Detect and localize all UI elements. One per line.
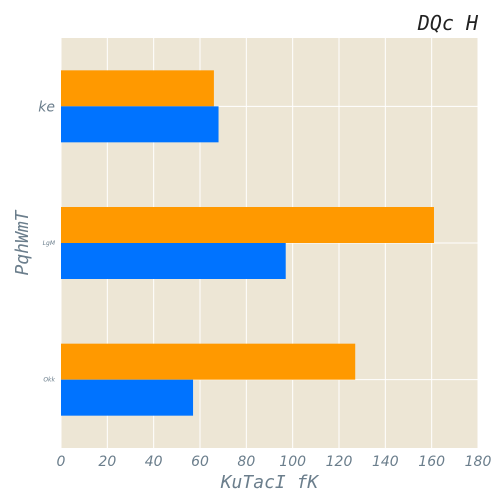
y-axis-ticks: ke LgM Okk	[38, 99, 56, 383]
bar-series-1-LgM	[61, 207, 434, 243]
x-tick-label: 160	[418, 454, 445, 470]
x-tick-label: 0	[57, 454, 66, 470]
y-tick-label: Okk	[43, 377, 55, 384]
x-tick-label: 180	[465, 454, 492, 470]
x-tick-label: 40	[145, 454, 163, 470]
x-tick-label: 60	[191, 454, 209, 470]
bars	[61, 70, 434, 416]
x-tick-label: 80	[237, 454, 255, 470]
y-tick-label: LgM	[43, 240, 56, 247]
x-tick-label: 120	[326, 454, 353, 470]
x-axis-ticks: 0 20 40 60 80 100 120 140 160 180	[57, 454, 492, 470]
x-tick-label: 100	[279, 454, 306, 470]
bar-series-1-Okk	[61, 343, 356, 380]
bar-series-2-Okk	[61, 379, 194, 416]
y-axis-title: PqhWmT	[12, 209, 33, 275]
chart-title: DQc H	[417, 11, 479, 35]
x-axis-title: KuTacI fK	[220, 472, 320, 493]
y-tick-label: ke	[38, 99, 55, 115]
x-tick-label: 140	[372, 454, 399, 470]
bar-series-2-ke	[61, 106, 219, 143]
x-tick-label: 20	[98, 454, 116, 470]
bar-series-1-ke	[61, 70, 214, 107]
bar-series-2-LgM	[61, 243, 286, 279]
